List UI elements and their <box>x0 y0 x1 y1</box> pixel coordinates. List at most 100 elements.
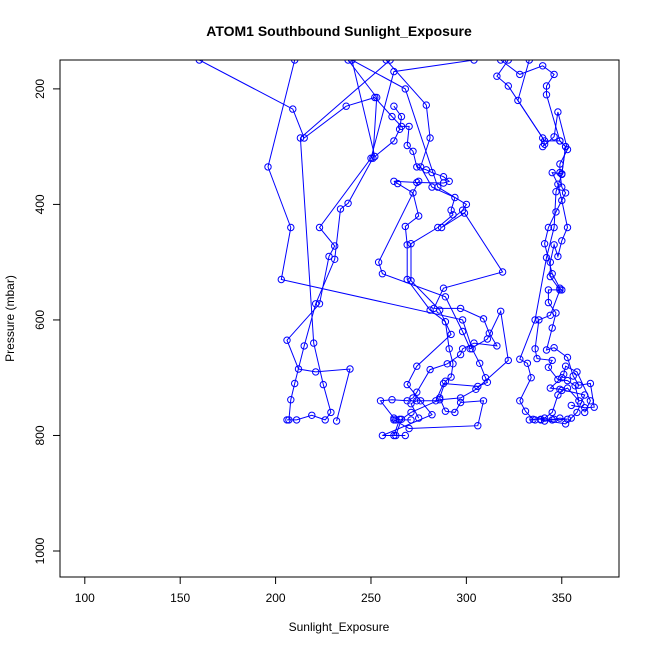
data-point <box>422 166 430 174</box>
data-point <box>386 60 394 64</box>
data-point <box>422 101 430 109</box>
data-point <box>285 416 293 424</box>
data-point <box>521 407 530 415</box>
data-point <box>558 170 566 179</box>
series-9 <box>374 177 512 440</box>
data-point <box>581 408 589 417</box>
data-point <box>573 408 581 417</box>
series-line <box>496 60 595 409</box>
data-point <box>283 416 291 424</box>
data-point <box>287 223 295 232</box>
data-point <box>563 353 572 362</box>
data-point <box>291 379 299 388</box>
data-point <box>548 356 556 365</box>
data-point <box>542 253 551 262</box>
x-axis-label: Sunlight_Exposure <box>289 620 390 634</box>
data-point <box>462 200 471 209</box>
data-point <box>483 335 492 343</box>
data-point <box>563 376 572 385</box>
x-tick-label: 100 <box>75 591 95 605</box>
data-point <box>466 345 474 353</box>
data-point <box>523 359 532 367</box>
data-point <box>348 60 356 64</box>
data-point <box>561 189 570 197</box>
series-line <box>500 60 580 421</box>
data-point <box>289 105 297 113</box>
data-point <box>310 339 318 347</box>
x-tick-label: 200 <box>266 591 286 605</box>
data-point <box>344 199 352 208</box>
data-point <box>325 252 333 261</box>
data-point <box>378 270 387 278</box>
data-point <box>292 416 301 424</box>
data-point <box>460 209 469 217</box>
data-point <box>552 188 560 196</box>
data-point <box>558 374 566 382</box>
data-point <box>531 345 539 353</box>
data-point <box>395 125 404 134</box>
data-point <box>283 336 291 344</box>
data-point <box>434 223 442 232</box>
data-point <box>413 163 421 171</box>
data-point <box>560 370 568 378</box>
data-point <box>476 359 484 367</box>
data-point <box>401 222 409 231</box>
series-line <box>267 60 489 419</box>
data-point <box>315 300 324 308</box>
series-7 <box>283 60 478 425</box>
data-point <box>409 394 417 402</box>
data-point <box>546 384 554 392</box>
data-point <box>449 360 457 368</box>
data-point <box>447 330 455 339</box>
data-point <box>374 258 383 266</box>
data-point <box>581 391 589 399</box>
data-point <box>319 380 327 389</box>
data-point <box>327 408 335 417</box>
data-point <box>428 183 436 191</box>
data-point <box>544 298 553 307</box>
data-point <box>535 316 543 324</box>
data-point <box>525 416 533 424</box>
data-point <box>430 304 438 313</box>
data-point <box>308 411 316 419</box>
data-point <box>539 62 547 70</box>
data-point <box>332 417 341 425</box>
data-point <box>390 177 398 186</box>
series-line <box>199 60 485 430</box>
data-point <box>434 183 442 191</box>
data-point <box>403 397 411 405</box>
data-point <box>550 241 558 249</box>
series-line <box>287 60 391 421</box>
data-point <box>403 241 411 249</box>
data-point <box>390 67 398 76</box>
data-point <box>415 212 423 220</box>
data-point <box>542 346 551 354</box>
series-12 <box>514 60 595 428</box>
data-point <box>548 168 556 177</box>
series-6 <box>285 60 381 424</box>
series-3 <box>378 60 459 440</box>
data-point <box>498 268 507 276</box>
data-point <box>441 377 450 385</box>
data-point <box>439 379 448 388</box>
data-point <box>550 223 558 232</box>
data-point <box>458 316 467 324</box>
data-point <box>456 304 465 313</box>
data-point <box>458 327 467 336</box>
x-tick-label: 150 <box>170 591 190 605</box>
data-point <box>474 422 482 430</box>
data-point <box>443 360 451 368</box>
data-point <box>432 397 440 405</box>
data-point <box>561 142 570 151</box>
data-point <box>456 350 465 359</box>
data-point <box>437 223 446 232</box>
data-point <box>514 96 522 105</box>
data-point <box>561 362 570 370</box>
x-tick-label: 250 <box>361 591 381 605</box>
data-point <box>287 396 295 404</box>
data-point <box>369 154 377 162</box>
data-point <box>548 408 556 417</box>
data-point <box>567 414 575 422</box>
data-point <box>525 60 533 64</box>
series-line <box>378 181 509 436</box>
